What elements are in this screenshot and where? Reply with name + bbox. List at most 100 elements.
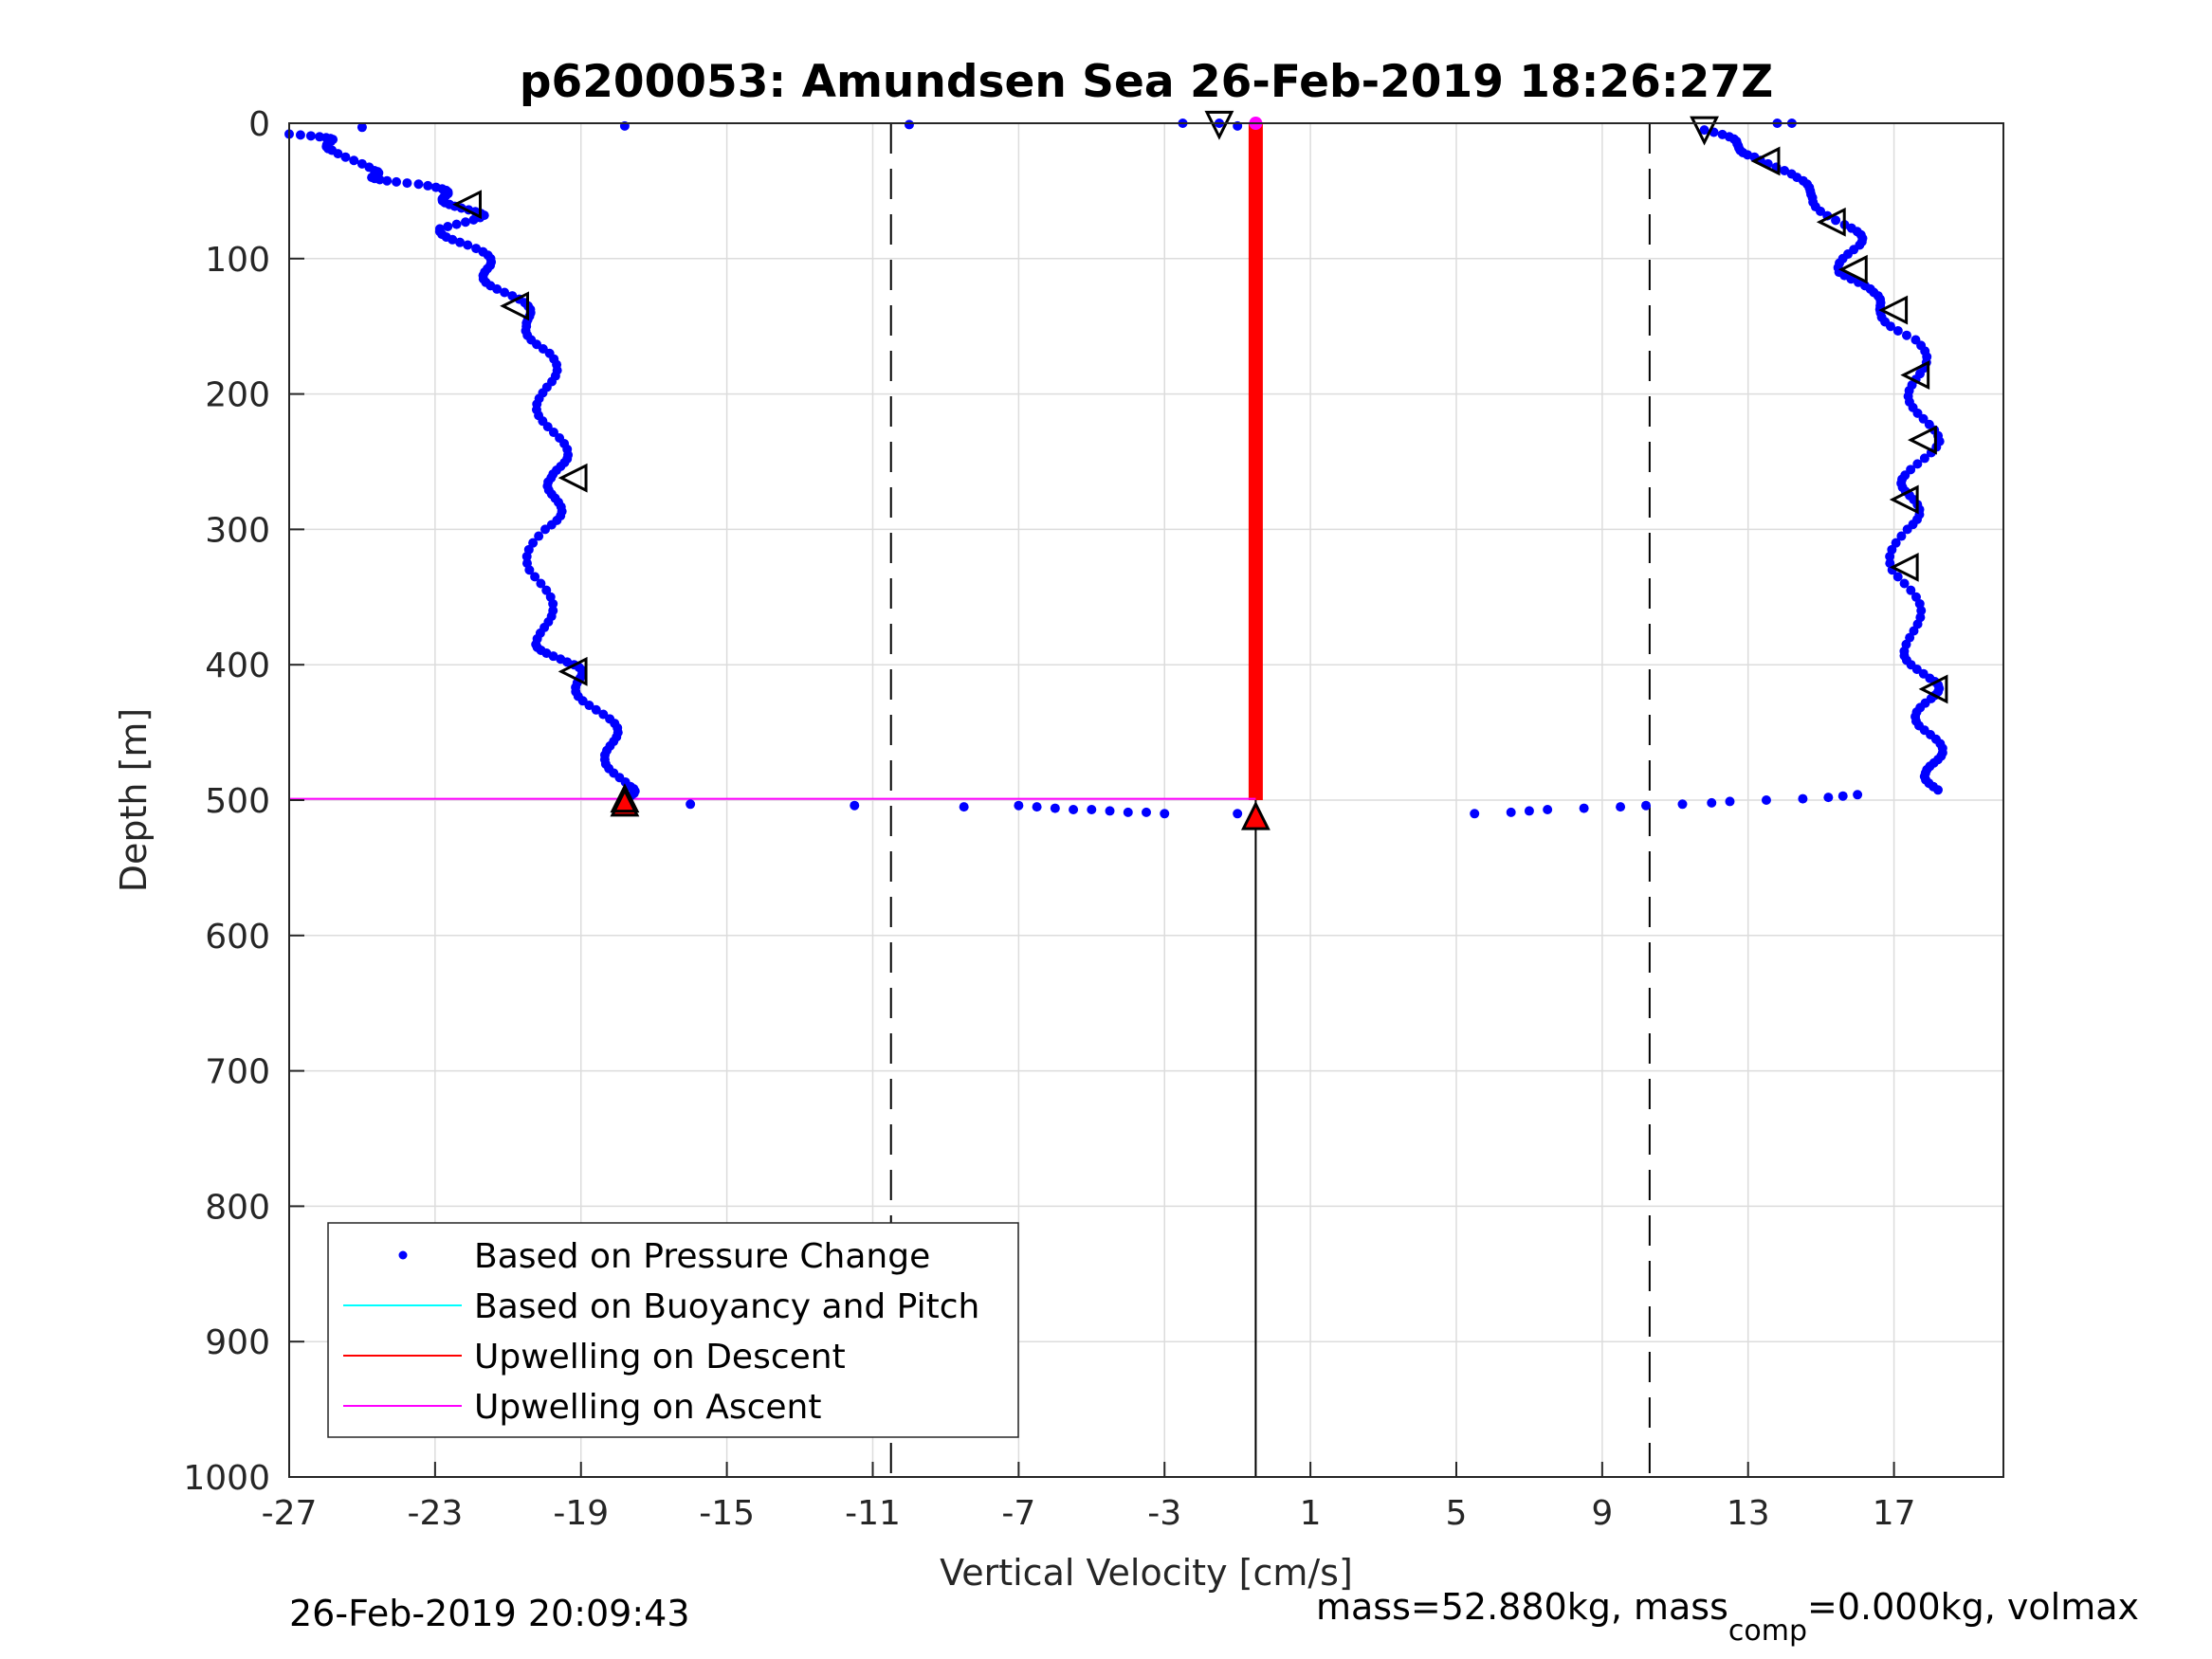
pressure-change-point xyxy=(448,234,458,245)
open-left-triangle xyxy=(1918,674,1948,704)
pressure-change-point xyxy=(541,585,552,595)
pressure-change-point xyxy=(686,799,696,810)
y-axis-label: Depth [m] xyxy=(113,708,155,893)
pressure-change-point xyxy=(1823,793,1834,803)
pressure-change-point xyxy=(443,222,453,232)
pressure-change-point xyxy=(591,704,601,715)
open-left-triangle xyxy=(452,190,482,220)
x-tick-label: 13 xyxy=(1727,1494,1770,1533)
y-tick-label: 400 xyxy=(205,647,270,685)
mass-footer: mass=52.880kg, masscomp=0.000kg, volmax xyxy=(1316,1586,2139,1648)
pressure-change-point xyxy=(1831,215,1841,226)
pressure-change-point xyxy=(463,240,473,250)
pressure-change-point xyxy=(349,155,359,166)
x-tick-label: 5 xyxy=(1446,1494,1468,1533)
pressure-change-point xyxy=(1899,578,1910,589)
pressure-change-point xyxy=(1616,802,1626,812)
y-tick-label: 200 xyxy=(205,376,270,415)
pressure-change-point xyxy=(1901,330,1911,340)
pressure-change-point xyxy=(295,130,305,140)
triangle-markers xyxy=(452,110,1948,830)
x-tick-label: -27 xyxy=(262,1494,318,1533)
open-left-triangle xyxy=(1837,254,1868,284)
pressure-change-point xyxy=(548,651,558,662)
y-tick-label: 1000 xyxy=(183,1459,270,1498)
pressure-change-point xyxy=(1579,803,1589,813)
pressure-change-point xyxy=(413,179,424,190)
open-left-triangle xyxy=(1889,552,1919,582)
pressure-change-point xyxy=(584,701,594,711)
legend-label-upwelling-descent: Upwelling on Descent xyxy=(474,1338,846,1376)
legend-box xyxy=(327,1222,1019,1438)
open-down-triangle xyxy=(1204,110,1234,140)
y-tick-labels: 0 100 200 300 400 500 600 700 800 900 1000 xyxy=(183,105,304,1498)
pressure-change-point xyxy=(850,800,860,811)
open-left-triangle xyxy=(558,656,588,686)
legend-label-pressure-change: Based on Pressure Change xyxy=(474,1237,930,1276)
pressure-change-point xyxy=(524,565,535,575)
y-tick-label: 0 xyxy=(248,105,270,144)
open-up-triangle xyxy=(610,783,640,813)
x-tick-label: 17 xyxy=(1873,1494,1916,1533)
pressure-change-point xyxy=(1699,125,1709,136)
legend-label-upwelling-ascent: Upwelling on Ascent xyxy=(474,1388,821,1427)
open-left-triangle xyxy=(1900,360,1930,391)
x-tick-labels: -27 -23 -19 -15 -11 -7 -3 1 5 9 13 17 xyxy=(262,1462,1916,1533)
legend-marker-pressure-change xyxy=(398,1250,408,1260)
pressure-change-point xyxy=(402,178,412,189)
pressure-change-point xyxy=(1885,321,1895,332)
pressure-change-point xyxy=(1087,804,1097,814)
open-left-triangle xyxy=(1750,146,1781,176)
pressure-change-point xyxy=(1906,585,1916,595)
pressure-change-point xyxy=(530,572,540,582)
legend-label-buoyancy-pitch: Based on Buoyancy and Pitch xyxy=(474,1287,979,1326)
x-tick-label: 9 xyxy=(1591,1494,1613,1533)
open-left-triangle xyxy=(1878,295,1909,325)
pressure-change-point xyxy=(468,214,479,225)
pressure-change-point xyxy=(1912,459,1923,469)
pressure-change-point xyxy=(333,149,343,159)
pressure-change-point xyxy=(1014,800,1024,811)
pressure-change-point xyxy=(1543,804,1553,814)
open-left-triangle xyxy=(1908,425,1937,455)
open-left-triangle xyxy=(1816,207,1846,237)
x-tick-label: -19 xyxy=(553,1494,609,1533)
y-tick-label: 600 xyxy=(205,918,270,957)
pressure-change-point xyxy=(1892,572,1903,582)
y-tick-label: 900 xyxy=(205,1323,270,1362)
y-tick-label: 100 xyxy=(205,241,270,280)
x-tick-label: -11 xyxy=(845,1494,901,1533)
x-tick-label: -15 xyxy=(699,1494,755,1533)
pressure-change-point xyxy=(1919,453,1929,464)
mass-footer-suffix: =0.000kg, volmax xyxy=(1807,1586,2139,1628)
pressure-change-point xyxy=(1918,413,1929,424)
y-tick-label: 300 xyxy=(205,511,270,550)
pressure-change-point xyxy=(1780,165,1790,175)
pressure-change-point xyxy=(356,158,367,169)
pressure-change-point xyxy=(536,578,546,589)
pressure-change-point xyxy=(521,551,532,561)
pressure-change-point xyxy=(1837,791,1848,801)
mass-footer-subscript: comp xyxy=(1728,1614,1807,1648)
pressure-change-point xyxy=(1524,806,1534,816)
pressure-change-point xyxy=(904,119,914,130)
pressure-change-point xyxy=(1707,797,1717,808)
pressure-change-point xyxy=(1896,531,1907,541)
filled-up-triangle xyxy=(1240,800,1271,830)
pressure-change-point xyxy=(392,176,402,187)
pressure-change-point xyxy=(1725,796,1735,807)
y-tick-label: 800 xyxy=(205,1188,270,1227)
x-tick-label: -7 xyxy=(1001,1494,1035,1533)
pressure-change-point xyxy=(1105,806,1115,816)
chart-title: p6200053: Amundsen Sea 26-Feb-2019 18:26… xyxy=(520,56,1773,108)
pressure-change-point xyxy=(1677,799,1688,810)
pressure-change-point xyxy=(492,283,503,294)
pressure-change-point xyxy=(1160,809,1170,819)
filled-up-triangle xyxy=(610,787,640,817)
pressure-change-point xyxy=(382,175,393,186)
open-left-triangle xyxy=(500,291,530,321)
pressure-change-point xyxy=(1641,800,1652,811)
pressure-change-point xyxy=(534,531,544,541)
pressure-change-point xyxy=(1798,793,1808,804)
